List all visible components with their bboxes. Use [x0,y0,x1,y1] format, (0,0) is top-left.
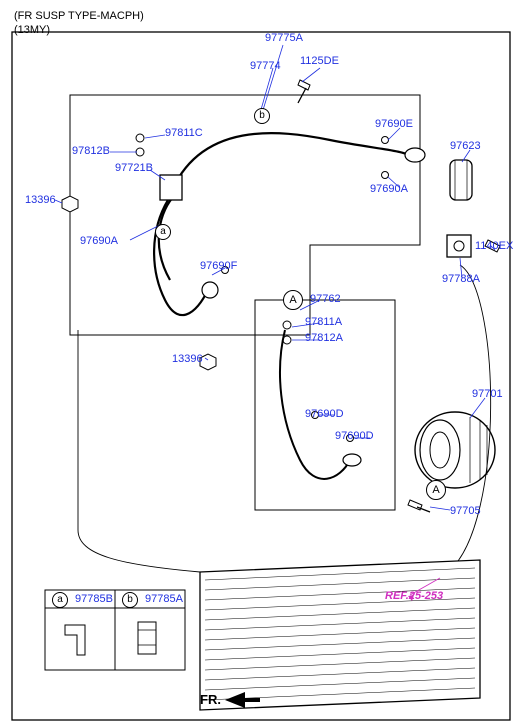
ref-b-2: b [122,592,138,608]
callout-97775A: 97775A [265,32,303,44]
callout-97690D-a: 97690D [305,408,344,420]
callout-97701: 97701 [472,388,503,400]
callout-13396-a: 13396 [25,194,56,206]
callout-97774: 97774 [250,60,281,72]
callout-97762: 97762 [310,293,341,305]
callout-97623: 97623 [450,140,481,152]
ref-A-1: A [283,290,303,310]
callout-97785A: 97785A [145,593,183,605]
callout-1125DE: 1125DE [300,55,339,67]
callout-97690A-a: 97690A [370,183,408,195]
callout-97690D-b: 97690D [335,430,374,442]
callout-97812B: 97812B [72,145,110,157]
callout-97811C: 97811C [165,127,203,139]
ref-a-2: a [52,592,68,608]
callout-97721B: 97721B [115,162,153,174]
callout-97811A: 97811A [305,316,342,328]
ref-a-1: a [155,224,171,240]
fr-label: FR. [200,692,221,707]
callout-97785B: 97785B [75,593,113,605]
callout-13396-b: 13396 [172,353,203,365]
callout-ref: REF.25-253 [385,590,443,602]
callout-97690E: 97690E [375,118,413,130]
callout-97690F: 97690F [200,260,237,272]
ref-b-1: b [254,108,270,124]
callout-97812A: 97812A [305,332,343,344]
callout-97690A-b: 97690A [80,235,118,247]
ref-A-2: A [426,480,446,500]
callout-97788A: 97788A [442,273,480,285]
callout-97705: 97705 [450,505,481,517]
callout-1140EX: 1140EX [475,240,513,252]
